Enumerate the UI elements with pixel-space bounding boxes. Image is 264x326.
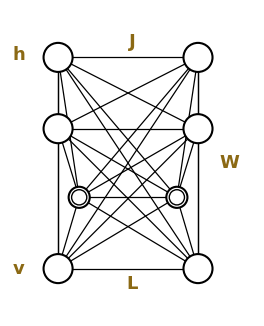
Text: W: W: [220, 154, 240, 172]
Circle shape: [166, 187, 187, 208]
Circle shape: [183, 254, 213, 283]
Circle shape: [183, 114, 213, 143]
Text: v: v: [13, 259, 24, 278]
Circle shape: [44, 254, 73, 283]
Text: L: L: [126, 275, 138, 293]
Circle shape: [44, 114, 73, 143]
Text: h: h: [12, 46, 25, 64]
Circle shape: [44, 43, 73, 72]
Circle shape: [183, 43, 213, 72]
Text: J: J: [129, 33, 135, 51]
Circle shape: [69, 187, 90, 208]
